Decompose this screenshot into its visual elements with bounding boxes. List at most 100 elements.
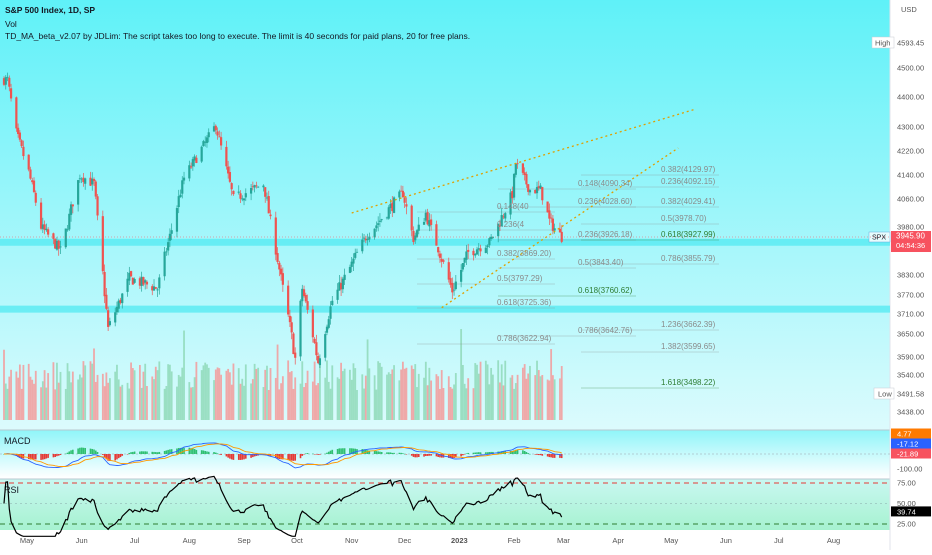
candle-body[interactable] [103, 271, 106, 297]
candle-body[interactable] [514, 163, 517, 175]
candle-body[interactable] [71, 204, 74, 207]
candle-body[interactable] [380, 219, 383, 221]
candle-body[interactable] [170, 230, 173, 234]
candle-body[interactable] [131, 277, 134, 285]
candle-body[interactable] [22, 146, 25, 157]
candle-body[interactable] [66, 229, 69, 231]
candle-body[interactable] [378, 220, 382, 222]
candle-body[interactable] [414, 235, 417, 241]
candle-body[interactable] [410, 205, 413, 231]
candle-body[interactable] [182, 177, 186, 181]
candle-body[interactable] [463, 257, 466, 263]
candle-body[interactable] [105, 294, 108, 309]
candle-body[interactable] [361, 239, 364, 252]
candle-body[interactable] [327, 319, 330, 328]
candle-body[interactable] [472, 250, 475, 256]
candle-body[interactable] [398, 191, 401, 198]
candle-body[interactable] [535, 187, 539, 194]
candle-body[interactable] [78, 178, 81, 180]
candle-body[interactable] [251, 186, 254, 188]
candle-body[interactable] [484, 247, 487, 253]
candle-body[interactable] [108, 321, 111, 326]
candle-body[interactable] [145, 281, 149, 285]
candle-body[interactable] [128, 272, 131, 281]
candle-body[interactable] [242, 198, 246, 201]
candle-body[interactable] [89, 177, 92, 186]
candle-body[interactable] [352, 258, 355, 264]
candle-body[interactable] [546, 201, 549, 213]
candle-body[interactable] [214, 125, 217, 131]
candle-body[interactable] [228, 171, 232, 182]
candle-body[interactable] [225, 146, 228, 167]
candle-body[interactable] [57, 240, 60, 249]
candle-body[interactable] [430, 219, 433, 225]
candle-body[interactable] [96, 196, 99, 216]
candle-body[interactable] [329, 306, 332, 319]
candle-body[interactable] [340, 283, 343, 290]
candle-body[interactable] [498, 225, 502, 227]
candle-body[interactable] [348, 266, 352, 273]
candle-body[interactable] [47, 229, 50, 235]
candle-body[interactable] [140, 276, 143, 286]
candle-body[interactable] [438, 253, 442, 258]
candle-body[interactable] [477, 248, 480, 250]
candle-body[interactable] [144, 280, 147, 283]
candle-body[interactable] [230, 183, 233, 190]
candle-body[interactable] [41, 224, 44, 229]
candle-body[interactable] [219, 137, 223, 146]
candle-body[interactable] [152, 286, 156, 291]
candle-body[interactable] [294, 352, 297, 358]
candle-body[interactable] [17, 127, 20, 135]
candle-body[interactable] [27, 154, 30, 170]
candle-body[interactable] [539, 185, 542, 189]
candle-body[interactable] [59, 246, 62, 248]
candle-body[interactable] [368, 236, 371, 240]
candle-body[interactable] [553, 228, 556, 231]
candle-body[interactable] [467, 249, 470, 252]
candle-body[interactable] [403, 197, 406, 203]
candle-body[interactable] [94, 181, 97, 197]
candle-body[interactable] [239, 193, 242, 199]
candle-body[interactable] [200, 146, 203, 162]
candle-body[interactable] [218, 136, 221, 138]
candle-body[interactable] [447, 262, 450, 280]
candle-body[interactable] [377, 223, 380, 225]
candle-body[interactable] [179, 194, 182, 198]
candle-body[interactable] [68, 213, 71, 230]
candle-body[interactable] [92, 179, 96, 182]
candle-body[interactable] [39, 202, 43, 229]
rsi-line[interactable] [3, 475, 563, 537]
candle-body[interactable] [156, 289, 159, 291]
candle-body[interactable] [424, 212, 427, 221]
candle-body[interactable] [29, 169, 32, 179]
candle-body[interactable] [188, 165, 191, 179]
candle-body[interactable] [362, 237, 366, 239]
candle-body[interactable] [523, 172, 526, 176]
candle-body[interactable] [80, 178, 83, 180]
candle-body[interactable] [290, 322, 293, 333]
candle-body[interactable] [163, 251, 166, 277]
candle-body[interactable] [114, 312, 117, 323]
candle-body[interactable] [511, 191, 514, 199]
candle-body[interactable] [301, 288, 304, 302]
candle-body[interactable] [32, 180, 36, 193]
candle-body[interactable] [558, 228, 562, 233]
candle-body[interactable] [528, 190, 532, 193]
candle-body[interactable] [490, 236, 493, 239]
candle-body[interactable] [512, 174, 516, 198]
candle-body[interactable] [461, 263, 464, 270]
candle-body[interactable] [175, 208, 179, 232]
candle-body[interactable] [541, 187, 544, 201]
candle-body[interactable] [244, 193, 247, 198]
candle-body[interactable] [525, 174, 528, 185]
candle-body[interactable] [69, 204, 73, 215]
candle-body[interactable] [355, 251, 359, 253]
candle-body[interactable] [274, 217, 277, 255]
candle-body[interactable] [241, 198, 244, 200]
candle-body[interactable] [460, 269, 463, 282]
candle-body[interactable] [20, 140, 23, 147]
candle-body[interactable] [253, 185, 256, 188]
candle-body[interactable] [232, 190, 235, 195]
candle-body[interactable] [497, 223, 500, 237]
